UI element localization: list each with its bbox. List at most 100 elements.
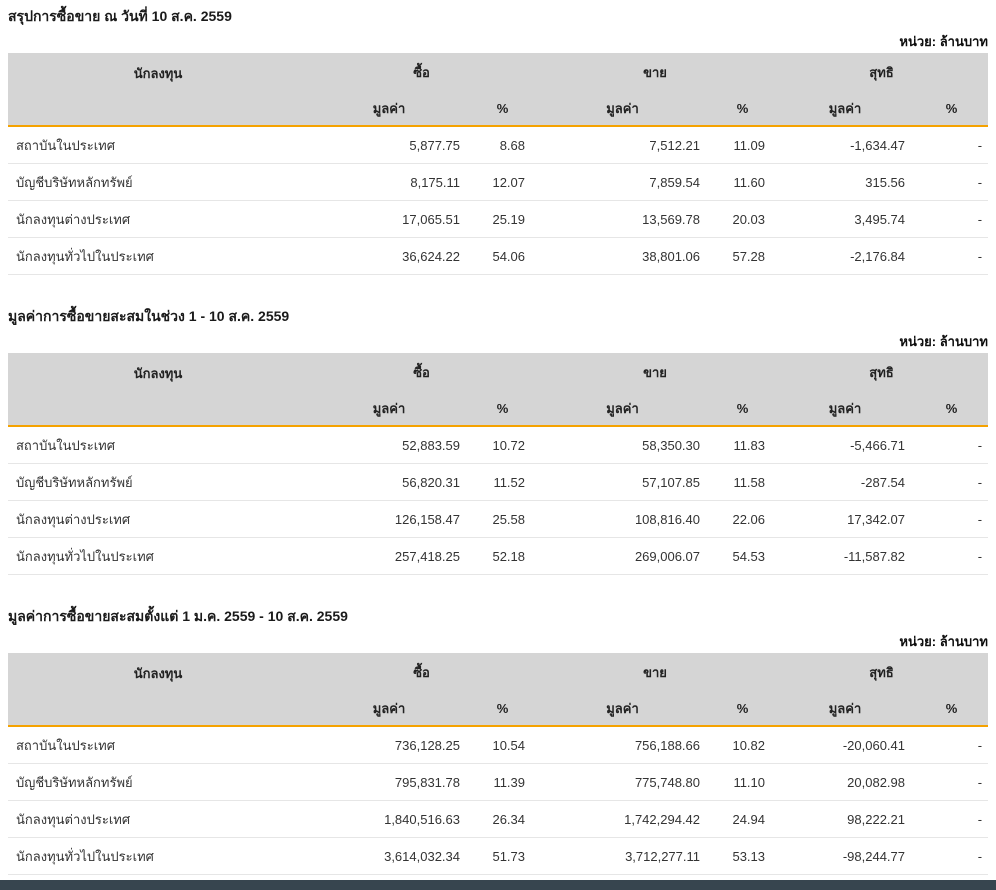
sell-percent: 11.58 — [710, 463, 776, 501]
column-subheader-sell-percent: % — [710, 691, 776, 727]
buy-percent: 10.54 — [470, 726, 536, 764]
table-row: นักลงทุนทั่วไปในประเทศ 36,624.22 54.06 3… — [8, 237, 989, 275]
buy-percent: 10.72 — [470, 426, 536, 464]
column-subheader-net-percent: % — [915, 391, 989, 427]
section-daily-summary: สรุปการซื้อขาย ณ วันที่ 10 ส.ค. 2559 หน่… — [8, 8, 989, 275]
unit-label: หน่วย: ล้านบาท — [899, 634, 988, 649]
net-percent: - — [915, 237, 989, 275]
column-subheader-buy-value: มูลค่า — [308, 91, 470, 127]
sell-percent: 11.83 — [710, 426, 776, 464]
column-subheader-sell-value: มูลค่า — [535, 391, 711, 427]
sell-percent: 54.53 — [710, 537, 776, 575]
column-subheader-buy-percent: % — [470, 91, 536, 127]
table-header: นักลงทุน ซื้อ ขาย สุทธิ มูลค่า % มูลค่า … — [8, 53, 989, 127]
net-percent: - — [915, 837, 989, 875]
column-header-investor: นักลงทุน — [8, 653, 308, 727]
sell-percent: 20.03 — [710, 200, 776, 238]
buy-value: 795,831.78 — [308, 763, 470, 801]
investor-name: นักลงทุนทั่วไปในประเทศ — [8, 837, 308, 875]
net-percent: - — [915, 126, 989, 164]
sell-percent: 11.10 — [710, 763, 776, 801]
section-ytd-cumulative: มูลค่าการซื้อขายสะสมตั้งแต่ 1 ม.ค. 2559 … — [8, 608, 989, 875]
sell-value: 3,712,277.11 — [535, 837, 711, 875]
net-value: -1,634.47 — [775, 126, 916, 164]
buy-percent: 8.68 — [470, 126, 536, 164]
table-row: บัญชีบริษัทหลักทรัพย์ 8,175.11 12.07 7,8… — [8, 163, 989, 201]
net-value: 20,082.98 — [775, 763, 916, 801]
net-value: -20,060.41 — [775, 726, 916, 764]
table-row: สถาบันในประเทศ 52,883.59 10.72 58,350.30… — [8, 426, 989, 464]
column-subheader-net-value: มูลค่า — [775, 691, 916, 727]
buy-percent: 12.07 — [470, 163, 536, 201]
sell-value: 756,188.66 — [535, 726, 711, 764]
column-subheader-sell-value: มูลค่า — [535, 91, 711, 127]
net-percent: - — [915, 163, 989, 201]
investor-name: บัญชีบริษัทหลักทรัพย์ — [8, 463, 308, 501]
investor-name: สถาบันในประเทศ — [8, 426, 308, 464]
net-value: -98,244.77 — [775, 837, 916, 875]
unit-label: หน่วย: ล้านบาท — [899, 34, 988, 49]
buy-value: 56,820.31 — [308, 463, 470, 501]
sell-percent: 22.06 — [710, 500, 776, 538]
column-subheader-net-value: มูลค่า — [775, 91, 916, 127]
investor-name: นักลงทุนต่างประเทศ — [8, 500, 308, 538]
buy-percent: 52.18 — [470, 537, 536, 575]
investor-name: สถาบันในประเทศ — [8, 726, 308, 764]
sell-percent: 24.94 — [710, 800, 776, 838]
table-row: บัญชีบริษัทหลักทรัพย์ 56,820.31 11.52 57… — [8, 463, 989, 501]
column-subheader-net-percent: % — [915, 91, 989, 127]
column-subheader-buy-value: มูลค่า — [308, 391, 470, 427]
sell-percent: 57.28 — [710, 237, 776, 275]
buy-value: 17,065.51 — [308, 200, 470, 238]
section-title: มูลค่าการซื้อขายสะสมตั้งแต่ 1 ม.ค. 2559 … — [8, 608, 348, 624]
trading-table-period: นักลงทุน ซื้อ ขาย สุทธิ มูลค่า % มูลค่า … — [8, 353, 989, 575]
column-header-buy: ซื้อ — [308, 53, 536, 91]
footer-bar — [0, 880, 996, 890]
buy-percent: 11.39 — [470, 763, 536, 801]
column-header-net: สุทธิ — [775, 53, 989, 91]
column-header-sell: ขาย — [535, 653, 776, 691]
column-subheader-sell-percent: % — [710, 91, 776, 127]
net-value: -11,587.82 — [775, 537, 916, 575]
sell-value: 58,350.30 — [535, 426, 711, 464]
table-header: นักลงทุน ซื้อ ขาย สุทธิ มูลค่า % มูลค่า … — [8, 653, 989, 727]
buy-value: 3,614,032.34 — [308, 837, 470, 875]
sell-percent: 10.82 — [710, 726, 776, 764]
sell-value: 13,569.78 — [535, 200, 711, 238]
table-row: นักลงทุนต่างประเทศ 126,158.47 25.58 108,… — [8, 500, 989, 538]
net-value: 315.56 — [775, 163, 916, 201]
column-header-sell: ขาย — [535, 353, 776, 391]
column-subheader-buy-percent: % — [470, 691, 536, 727]
column-header-buy: ซื้อ — [308, 353, 536, 391]
sell-percent: 11.09 — [710, 126, 776, 164]
net-value: -2,176.84 — [775, 237, 916, 275]
buy-value: 1,840,516.63 — [308, 800, 470, 838]
sell-value: 108,816.40 — [535, 500, 711, 538]
table-row: นักลงทุนทั่วไปในประเทศ 257,418.25 52.18 … — [8, 537, 989, 575]
investor-name: นักลงทุนทั่วไปในประเทศ — [8, 537, 308, 575]
sell-percent: 53.13 — [710, 837, 776, 875]
column-header-net: สุทธิ — [775, 653, 989, 691]
net-percent: - — [915, 726, 989, 764]
buy-percent: 25.19 — [470, 200, 536, 238]
sell-value: 7,859.54 — [535, 163, 711, 201]
section-title: สรุปการซื้อขาย ณ วันที่ 10 ส.ค. 2559 — [8, 8, 232, 24]
table-header: นักลงทุน ซื้อ ขาย สุทธิ มูลค่า % มูลค่า … — [8, 353, 989, 427]
buy-value: 36,624.22 — [308, 237, 470, 275]
net-percent: - — [915, 200, 989, 238]
buy-value: 5,877.75 — [308, 126, 470, 164]
column-subheader-buy-value: มูลค่า — [308, 691, 470, 727]
investor-name: นักลงทุนต่างประเทศ — [8, 200, 308, 238]
buy-percent: 11.52 — [470, 463, 536, 501]
section-period-cumulative: มูลค่าการซื้อขายสะสมในช่วง 1 - 10 ส.ค. 2… — [8, 308, 989, 575]
section-title: มูลค่าการซื้อขายสะสมในช่วง 1 - 10 ส.ค. 2… — [8, 308, 290, 324]
column-header-investor: นักลงทุน — [8, 53, 308, 127]
sell-value: 1,742,294.42 — [535, 800, 711, 838]
investor-name: นักลงทุนต่างประเทศ — [8, 800, 308, 838]
buy-percent: 26.34 — [470, 800, 536, 838]
column-subheader-buy-percent: % — [470, 391, 536, 427]
column-header-sell: ขาย — [535, 53, 776, 91]
column-subheader-net-value: มูลค่า — [775, 391, 916, 427]
sell-value: 269,006.07 — [535, 537, 711, 575]
buy-percent: 51.73 — [470, 837, 536, 875]
